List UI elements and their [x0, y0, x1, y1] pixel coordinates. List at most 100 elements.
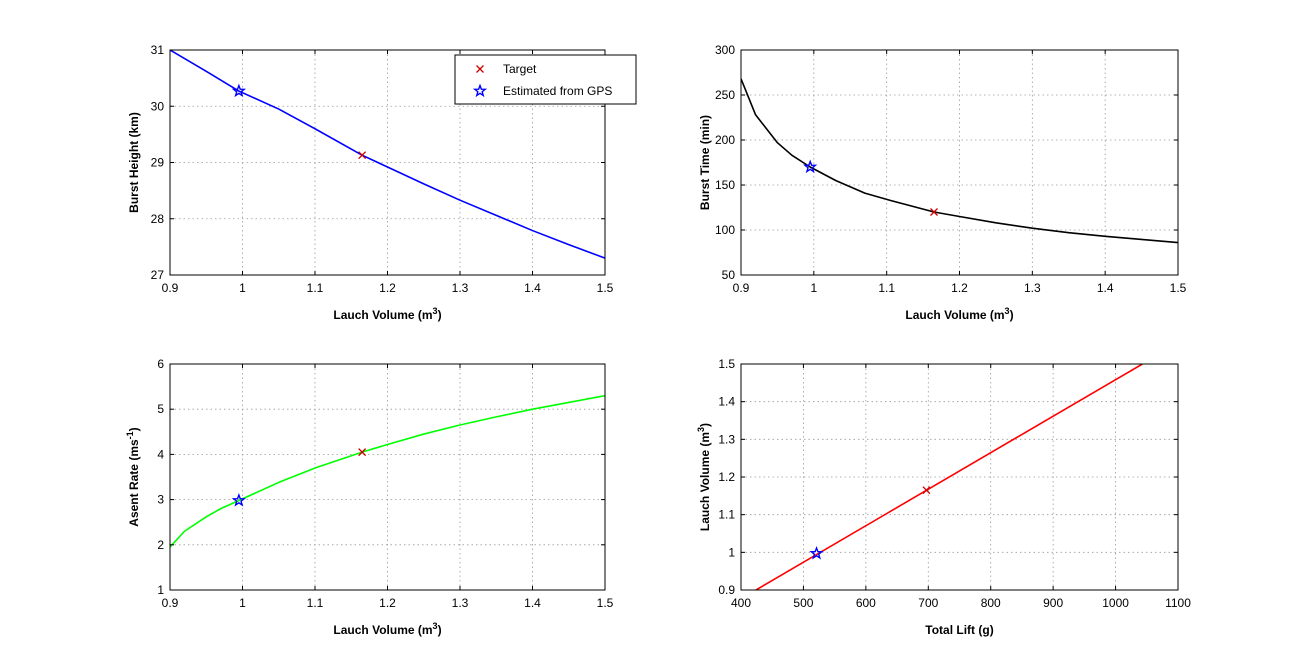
x-axis-label-text: Lauch Volume — [333, 308, 414, 322]
x-tick-label: 500 — [793, 596, 813, 610]
x-tick-label: 1100 — [1165, 596, 1191, 610]
legend-gps-label: Estimated from GPS — [503, 84, 612, 98]
x-tick-label: 600 — [856, 596, 876, 610]
y-axis-label-text: Burst Time (min) — [698, 115, 712, 210]
x-tick-label: 1.2 — [379, 596, 396, 610]
x-tick-label: 900 — [1043, 596, 1063, 610]
x-tick-label: 0.9 — [162, 281, 179, 295]
y-tick-label: 4 — [157, 447, 164, 461]
x-axis-label-text: Lauch Volume — [905, 308, 986, 322]
y-axis-unit-exponent: -1 — [125, 431, 135, 439]
x-tick-label: 800 — [981, 596, 1001, 610]
y-axis-unit: (ms — [127, 439, 141, 464]
x-tick-label: 400 — [731, 596, 751, 610]
x-axis-label: Total Lift (g) — [925, 623, 993, 637]
x-tick-label: 1 — [239, 281, 246, 295]
target-marker — [358, 448, 367, 457]
x-axis-label-text: Total Lift (g) — [925, 623, 993, 637]
x-axis-unit: (m — [415, 623, 433, 637]
y-tick-label: 1.3 — [718, 432, 735, 446]
y-tick-label: 150 — [715, 178, 735, 192]
x-tick-label: 1.3 — [452, 596, 469, 610]
legend: Target Estimated from GPS — [454, 54, 637, 105]
x-tick-label: 1.5 — [597, 596, 614, 610]
y-axis-unit: (m — [698, 432, 712, 450]
y-axis-unit-exponent: 3 — [696, 427, 706, 432]
y-axis-label-text: Asent Rate — [127, 464, 141, 527]
x-tick-label: 1.5 — [1170, 281, 1187, 295]
x-tick-label: 1.5 — [597, 281, 614, 295]
gps-marker — [231, 83, 247, 98]
y-axis-unit-close: ) — [127, 427, 141, 431]
x-tick-label: 1.3 — [1024, 281, 1041, 295]
y-tick-label: 300 — [715, 43, 735, 57]
y-tick-label: 1.4 — [718, 395, 735, 409]
x-axis-unit-close: ) — [438, 308, 442, 322]
y-tick-label: 31 — [151, 43, 165, 57]
y-axis-unit-close: ) — [698, 423, 712, 427]
y-axis-label: Asent Rate (ms-1) — [125, 427, 141, 526]
gps-marker — [803, 159, 818, 174]
gps-marker — [809, 545, 824, 560]
x-tick-label: 1.4 — [524, 596, 541, 610]
y-axis-label-text: Burst Height (km) — [127, 112, 141, 213]
target-marker — [358, 151, 367, 160]
x-axis-unit: (m — [415, 308, 433, 322]
target-marker — [922, 486, 931, 495]
y-tick-label: 1 — [728, 545, 735, 559]
x-tick-label: 1.1 — [307, 281, 324, 295]
y-tick-label: 250 — [715, 88, 735, 102]
x-tick-label: 700 — [918, 596, 938, 610]
y-axis-label: Burst Time (min) — [698, 115, 712, 210]
y-tick-label: 1.1 — [718, 508, 735, 522]
chart-burst-time: 0.9 1 1.1 1.2 1.3 1.4 1.5 50 100 150 200 250 300 Lauc… — [698, 43, 1187, 322]
x-tick-label: 0.9 — [162, 596, 179, 610]
y-tick-label: 50 — [722, 268, 736, 282]
x-tick-label: 1.1 — [878, 281, 895, 295]
x-tick-label: 1.3 — [452, 281, 469, 295]
y-tick-label: 1 — [157, 583, 164, 597]
x-tick-label: 1000 — [1102, 596, 1129, 610]
y-tick-label: 3 — [157, 493, 164, 507]
chart-launch-volume: 400 500 600 700 800 900 1000 1100 0.9 1 1.1 1.2 1.3 1… — [696, 357, 1191, 637]
series-line — [741, 78, 1178, 244]
y-tick-label: 27 — [151, 268, 165, 282]
x-axis-unit-exponent: 3 — [433, 621, 438, 631]
x-tick-label: 1.1 — [307, 596, 324, 610]
x-axis-label: Lauch Volume (m3) — [333, 621, 441, 637]
x-axis-unit-exponent: 3 — [1005, 306, 1010, 316]
y-axis-label: Lauch Volume (m3) — [696, 423, 712, 531]
x-tick-label: 1 — [810, 281, 817, 295]
y-tick-label: 30 — [151, 99, 165, 113]
x-axis-label: Lauch Volume (m3) — [905, 306, 1013, 322]
x-axis-label: Lauch Volume (m3) — [333, 306, 441, 322]
y-tick-label: 200 — [715, 133, 735, 147]
y-axis-label: Burst Height (km) — [127, 112, 141, 213]
legend-target-marker — [476, 65, 484, 73]
legend-gps-marker — [472, 83, 488, 98]
y-tick-label: 6 — [157, 357, 164, 371]
x-axis-unit: (m — [987, 308, 1005, 322]
target-marker — [930, 208, 938, 216]
x-tick-label: 1.2 — [379, 281, 396, 295]
x-tick-label: 1.2 — [951, 281, 968, 295]
x-tick-label: 1.4 — [524, 281, 541, 295]
legend-box — [454, 54, 637, 105]
y-tick-label: 28 — [151, 212, 165, 226]
gps-marker — [231, 492, 247, 507]
y-tick-label: 0.9 — [718, 583, 735, 597]
y-tick-label: 1.5 — [718, 357, 735, 371]
y-tick-label: 1.2 — [718, 470, 735, 484]
x-axis-unit-close: ) — [1010, 308, 1014, 322]
series-line — [170, 50, 605, 259]
x-axis-unit-exponent: 3 — [433, 306, 438, 316]
y-tick-label: 29 — [151, 156, 165, 170]
x-axis-label-text: Lauch Volume — [333, 623, 414, 637]
x-axis-unit-close: ) — [438, 623, 442, 637]
legend-target-label: Target — [503, 62, 537, 76]
plot-area — [741, 364, 1178, 590]
x-tick-label: 0.9 — [733, 281, 750, 295]
y-axis-label-text: Lauch Volume — [698, 450, 712, 531]
